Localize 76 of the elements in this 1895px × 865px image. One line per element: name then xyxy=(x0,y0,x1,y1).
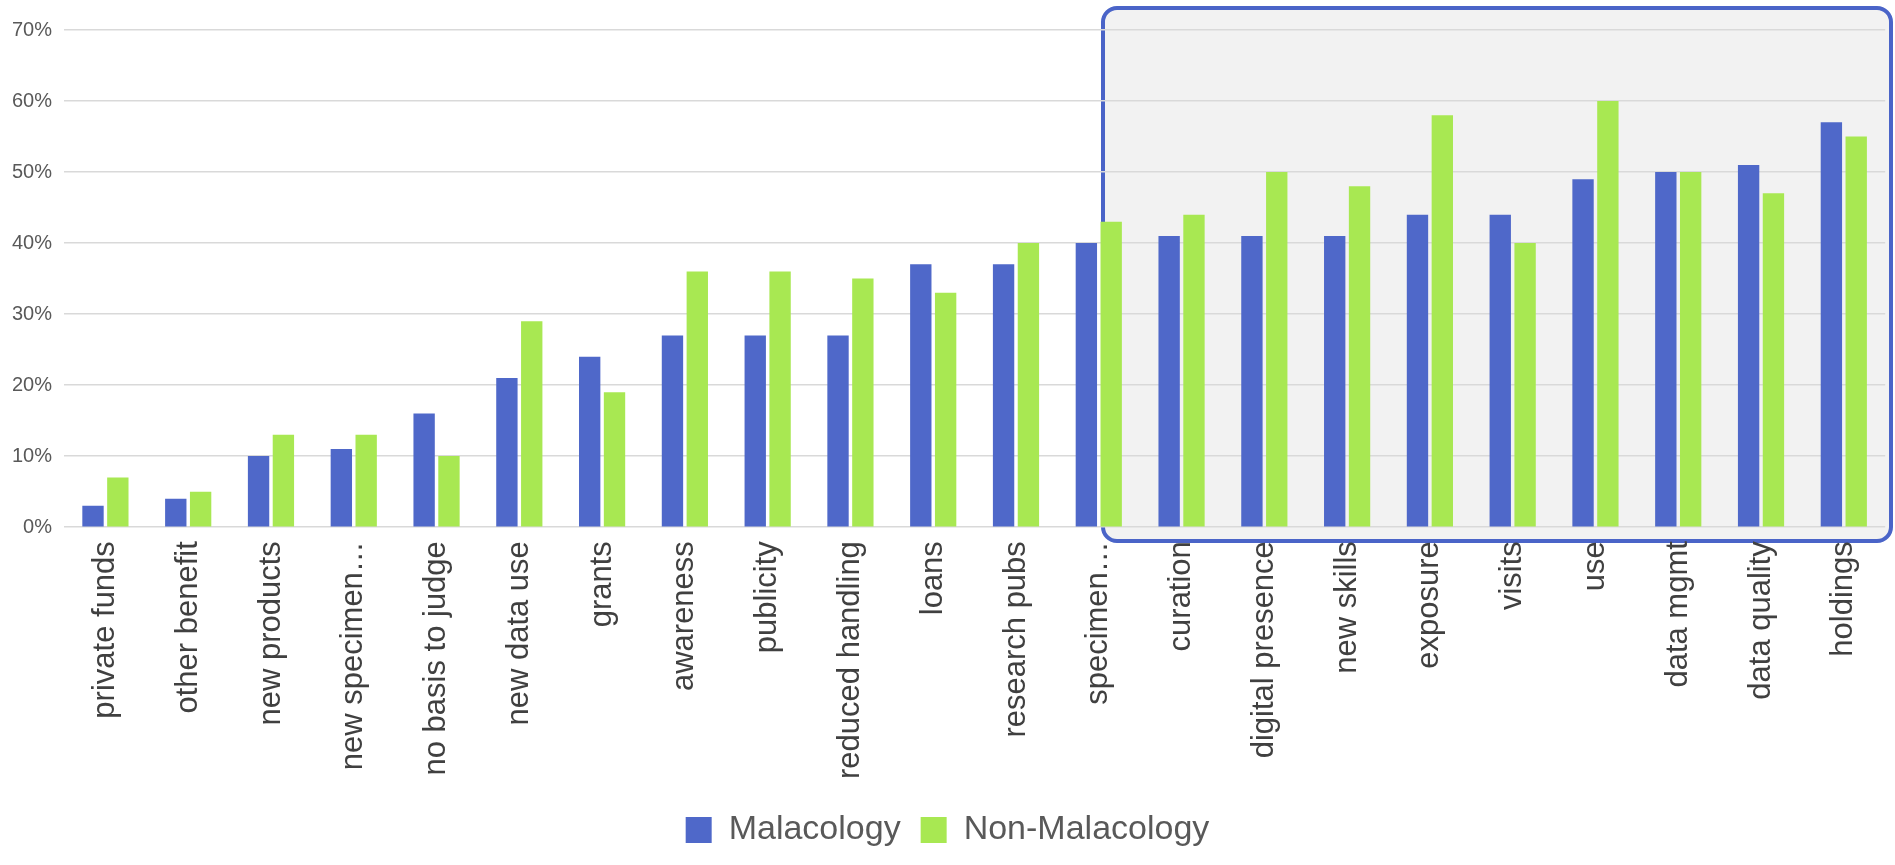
bar xyxy=(1597,101,1619,527)
bar xyxy=(910,264,932,527)
bar xyxy=(1324,235,1346,527)
x-tick-label: private funds xyxy=(85,541,121,719)
x-tick-label: new skills xyxy=(1327,541,1363,674)
bar xyxy=(934,292,957,527)
bar xyxy=(1075,243,1098,527)
bar xyxy=(1017,243,1040,527)
x-tick-label: digital presence xyxy=(1244,541,1280,759)
bar xyxy=(272,434,295,527)
bar xyxy=(603,392,626,527)
x-tick-label: data quality xyxy=(1741,540,1777,700)
x-tick-label: use xyxy=(1576,541,1612,592)
bar xyxy=(82,505,104,527)
bar xyxy=(1820,122,1843,527)
bar xyxy=(165,498,187,527)
bar xyxy=(521,321,543,527)
bar xyxy=(992,264,1015,527)
x-tick-label: visits xyxy=(1493,541,1529,611)
bar xyxy=(1514,243,1536,527)
x-tick-label: other benefit xyxy=(168,540,204,714)
bar xyxy=(189,491,212,527)
x-tick-label: exposure xyxy=(1410,541,1446,669)
bar xyxy=(827,335,849,527)
x-tick-label: curation xyxy=(1162,541,1198,652)
y-tick-label: 60% xyxy=(12,88,53,111)
bar xyxy=(852,278,874,527)
bar xyxy=(1158,235,1180,527)
bar xyxy=(1100,221,1122,527)
bar xyxy=(661,335,684,527)
bar xyxy=(1406,214,1429,527)
bar xyxy=(1489,214,1511,527)
bar xyxy=(1572,179,1594,527)
legend-label: Non-Malacology xyxy=(963,808,1210,847)
bar xyxy=(1266,172,1288,527)
y-tick-label: 70% xyxy=(12,17,53,40)
x-tick-label: awareness xyxy=(665,541,701,692)
x-tick-label: new specimen… xyxy=(334,541,370,771)
bar xyxy=(247,456,270,527)
bar xyxy=(438,456,460,527)
x-tick-label: research pubs xyxy=(996,541,1032,738)
bar xyxy=(355,434,377,527)
bar xyxy=(496,378,518,527)
bar xyxy=(1655,172,1677,527)
y-tick-label: 0% xyxy=(23,514,53,537)
legend-label: Malacology xyxy=(728,808,901,847)
bar xyxy=(1348,186,1371,527)
bar xyxy=(330,449,353,527)
bar xyxy=(579,356,601,527)
bar xyxy=(1431,115,1453,527)
bar xyxy=(1183,214,1205,527)
x-tick-label: data mgmt xyxy=(1658,540,1694,688)
y-tick-label: 50% xyxy=(12,159,53,182)
bar xyxy=(1679,172,1702,527)
x-tick-label: no basis to judge xyxy=(417,541,453,776)
bar xyxy=(1241,235,1263,527)
bar xyxy=(107,477,129,527)
y-tick-label: 40% xyxy=(12,230,53,253)
x-tick-label: specimen… xyxy=(1079,541,1115,705)
x-tick-label: holdings xyxy=(1824,541,1860,657)
bar xyxy=(1845,136,1867,527)
bar xyxy=(686,271,708,527)
x-tick-label: new products xyxy=(251,541,287,726)
bar xyxy=(413,413,435,527)
x-tick-label: publicity xyxy=(748,540,784,654)
bar xyxy=(769,271,791,527)
x-tick-label: grants xyxy=(582,541,618,628)
bar xyxy=(1737,164,1760,527)
bar xyxy=(1762,193,1785,527)
y-tick-label: 10% xyxy=(12,443,53,466)
x-tick-label: reduced handling xyxy=(830,541,866,779)
x-tick-label: new data use xyxy=(499,541,535,726)
bar xyxy=(744,335,766,527)
x-tick-label: loans xyxy=(913,541,949,616)
y-tick-label: 30% xyxy=(12,301,53,324)
y-tick-label: 20% xyxy=(12,372,53,395)
